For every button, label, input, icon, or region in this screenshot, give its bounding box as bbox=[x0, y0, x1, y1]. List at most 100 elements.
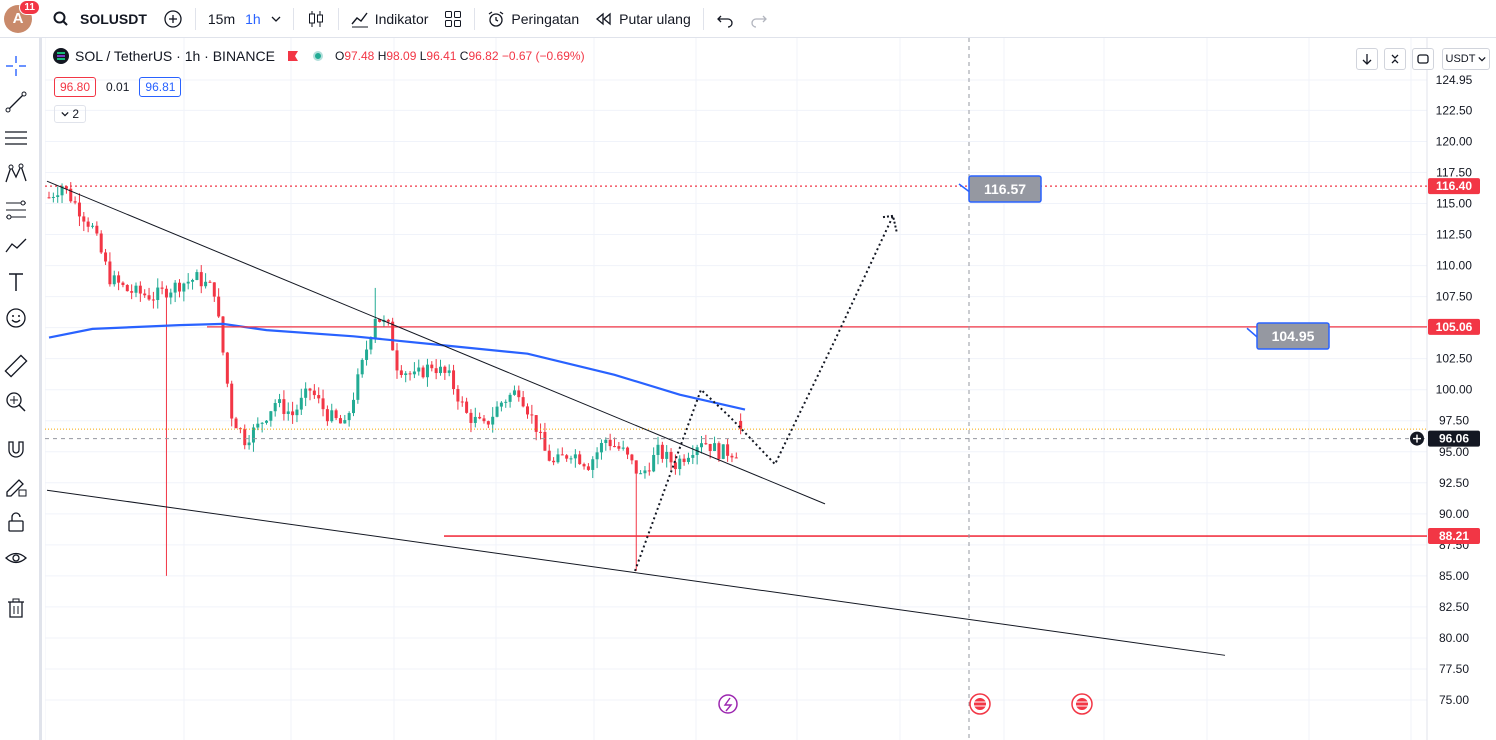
candle-body bbox=[647, 470, 651, 472]
price-axis[interactable] bbox=[1427, 38, 1496, 740]
zoom-in-icon[interactable] bbox=[4, 390, 28, 414]
unlock-icon[interactable] bbox=[4, 510, 28, 534]
undo-button[interactable] bbox=[708, 0, 742, 38]
candle-body bbox=[673, 462, 677, 470]
user-avatar[interactable]: A 11 bbox=[4, 0, 40, 33]
chart-pane[interactable]: 75.00 77.50 80.00 82.50 85.00 87.50 90.00 92.50… bbox=[45, 38, 1496, 740]
interval-dropdown[interactable] bbox=[269, 0, 289, 38]
interval-15m[interactable]: 15m bbox=[200, 0, 243, 38]
candle-body bbox=[199, 272, 203, 287]
candle-body bbox=[91, 225, 94, 227]
candle-body bbox=[365, 349, 369, 360]
candle-body bbox=[417, 367, 421, 372]
axis-price-label[interactable] bbox=[1428, 528, 1480, 545]
candle-body bbox=[278, 399, 282, 404]
horizontal-lines-icon[interactable] bbox=[4, 126, 28, 150]
crosshair-icon[interactable] bbox=[4, 54, 28, 78]
wedge-lower-trendline[interactable] bbox=[46, 489, 1226, 656]
candle-body bbox=[665, 451, 669, 459]
magnet-icon[interactable] bbox=[4, 438, 28, 462]
eye-icon[interactable] bbox=[4, 546, 28, 570]
top-toolbar: A 11 SOLUSDT 15m 1h Indikator bbox=[0, 0, 1496, 38]
indicators-button[interactable]: Indikator bbox=[343, 0, 437, 38]
candle-body bbox=[430, 364, 434, 369]
price-callout[interactable] bbox=[1256, 322, 1330, 350]
candle-body bbox=[639, 473, 643, 475]
wedge-upper-trendline[interactable] bbox=[46, 180, 826, 505]
candle-body bbox=[295, 409, 299, 416]
candle-body bbox=[164, 288, 168, 298]
axis-price-label[interactable] bbox=[1428, 318, 1480, 335]
grid-icon bbox=[445, 10, 462, 27]
alerts-button[interactable]: Peringatan bbox=[479, 0, 587, 38]
candle-body bbox=[543, 431, 547, 451]
candle-body bbox=[247, 442, 251, 446]
candle-body bbox=[178, 282, 181, 292]
price-tick-label: 75.00 bbox=[1439, 693, 1469, 707]
sell-price-button[interactable]: 96.80 bbox=[54, 77, 97, 97]
candle-body bbox=[404, 373, 408, 375]
toolbar-divider bbox=[337, 7, 339, 30]
projection-path[interactable] bbox=[634, 215, 894, 572]
candle-body bbox=[443, 366, 447, 373]
price-chart[interactable]: 75.0077.5080.0082.5085.0087.5090.0092.50… bbox=[45, 38, 1496, 740]
candle-body bbox=[60, 186, 64, 196]
trash-icon[interactable] bbox=[4, 596, 28, 620]
toolbar-divider bbox=[474, 7, 476, 30]
candle-body bbox=[378, 318, 382, 322]
candle-body bbox=[526, 406, 529, 415]
fullscreen-button[interactable] bbox=[1412, 48, 1434, 70]
chart-type-button[interactable] bbox=[298, 0, 334, 38]
price-tick-label: 97.50 bbox=[1439, 414, 1469, 428]
pattern-icon[interactable] bbox=[4, 162, 28, 186]
ohlc-values: O97.48 H98.09 L96.41 C96.82 −0.67 (−0.69… bbox=[335, 49, 585, 63]
candle-body bbox=[682, 458, 686, 462]
candle-body bbox=[182, 283, 186, 292]
emoji-icon[interactable] bbox=[4, 306, 28, 330]
axis-price-label[interactable] bbox=[1428, 430, 1480, 447]
redo-button[interactable] bbox=[742, 0, 776, 38]
ruler-icon[interactable] bbox=[4, 354, 28, 378]
dividend-event-icon[interactable] bbox=[718, 694, 738, 714]
text-tool-icon[interactable] bbox=[4, 270, 28, 294]
layouts-button[interactable] bbox=[436, 0, 470, 38]
indicators-collapse-button[interactable]: 2 bbox=[54, 105, 87, 123]
candle-body bbox=[260, 422, 264, 424]
interval-1h[interactable]: 1h bbox=[243, 0, 269, 38]
axis-price-label[interactable] bbox=[1428, 178, 1480, 195]
lock-drawing-icon[interactable] bbox=[4, 474, 28, 498]
spread-value: 0.01 bbox=[106, 80, 130, 94]
fib-retracement-icon[interactable] bbox=[4, 198, 28, 222]
candle-body bbox=[652, 454, 656, 472]
symbol-search[interactable]: SOLUSDT bbox=[44, 0, 155, 38]
candle-body bbox=[399, 370, 403, 375]
scroll-down-button[interactable] bbox=[1356, 48, 1378, 70]
currency-dropdown[interactable]: USDT bbox=[1442, 48, 1490, 70]
legend-title[interactable]: SOL / TetherUS · 1h · BINANCE bbox=[75, 48, 275, 64]
maximize-button[interactable] bbox=[1384, 48, 1406, 70]
candle-body bbox=[613, 446, 616, 448]
us-flag-icon bbox=[974, 698, 986, 710]
candle-body bbox=[317, 395, 321, 399]
candle-body bbox=[595, 452, 599, 460]
buy-price-button[interactable]: 96.81 bbox=[139, 77, 182, 97]
price-callout[interactable] bbox=[968, 175, 1042, 203]
candle-body bbox=[421, 367, 425, 378]
solana-logo-icon bbox=[53, 48, 69, 64]
candle-body bbox=[730, 455, 734, 458]
flag-icon[interactable] bbox=[287, 50, 299, 62]
candle-body bbox=[604, 439, 608, 443]
candle-body bbox=[573, 454, 577, 459]
projection-icon[interactable] bbox=[4, 234, 28, 258]
replay-button[interactable]: Putar ulang bbox=[587, 0, 699, 38]
compare-add-button[interactable] bbox=[155, 0, 191, 38]
trend-line-icon[interactable] bbox=[4, 90, 28, 114]
candle-body bbox=[678, 458, 682, 470]
candle-body bbox=[138, 285, 142, 294]
axis-price-label-text: 88.21 bbox=[1439, 529, 1469, 543]
candle-body bbox=[473, 416, 477, 423]
candle-body bbox=[530, 414, 534, 416]
undo-icon bbox=[716, 15, 733, 28]
candle-body bbox=[325, 409, 329, 422]
